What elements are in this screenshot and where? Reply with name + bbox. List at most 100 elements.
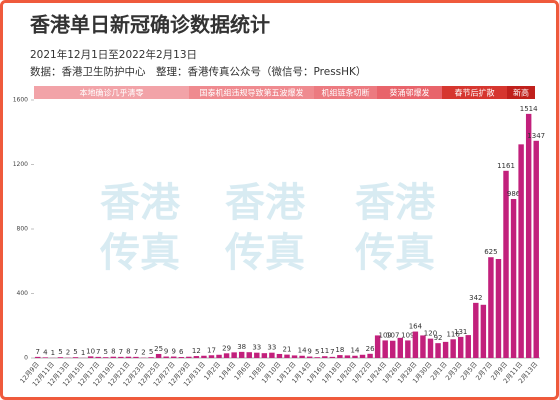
chart-title: 香港单日新冠确诊数据统计 (30, 13, 270, 37)
bar (435, 343, 441, 358)
value-label: 1347 (527, 132, 545, 140)
watermark: 传真 (354, 230, 435, 276)
bar (216, 354, 222, 358)
bar (397, 337, 404, 358)
value-label: 1 (51, 349, 55, 357)
bar (193, 356, 200, 358)
bar (510, 199, 517, 358)
bar (359, 354, 366, 358)
value-label: 116 (446, 330, 460, 338)
bar (276, 353, 283, 358)
bar (465, 335, 471, 358)
bar (155, 353, 162, 358)
bar (299, 355, 305, 358)
chart-subtitle: 2021年12月1日至2022年2月13日 (30, 48, 197, 61)
bar (495, 258, 502, 358)
value-label: 18 (335, 346, 344, 354)
value-label: 25 (154, 345, 163, 353)
bar (87, 356, 94, 358)
bar (427, 338, 434, 358)
bar (314, 357, 320, 358)
phase-band (34, 86, 189, 99)
value-label: 1 (81, 349, 85, 357)
phase-label: 葵涌邨爆发 (390, 88, 430, 98)
bar (231, 352, 237, 358)
bar (178, 357, 184, 358)
value-label: 107 (386, 332, 399, 340)
value-label: 92 (434, 334, 443, 342)
y-tick-label: 1200 (13, 161, 28, 168)
bar (72, 357, 79, 358)
bar (291, 355, 298, 358)
bar (148, 357, 154, 358)
bar (420, 335, 426, 358)
bar (442, 341, 449, 358)
phase-band (377, 86, 442, 99)
bar (344, 355, 351, 358)
bar (374, 335, 381, 358)
phase-band (189, 86, 314, 99)
value-label: 625 (484, 248, 497, 256)
value-label: 26 (366, 345, 375, 353)
value-label: 8 (111, 348, 115, 356)
value-label: 5 (73, 348, 77, 356)
bar (405, 340, 411, 358)
bar (103, 357, 109, 358)
watermark: 香港 (100, 180, 181, 226)
value-label: 5 (104, 348, 108, 356)
value-label: 120 (424, 330, 437, 338)
bar (254, 352, 260, 358)
phase-label: 国泰机组违规导致第五波爆发 (200, 88, 304, 98)
value-label: 7 (96, 348, 100, 356)
bar (390, 340, 396, 358)
bar (503, 170, 509, 358)
bar (163, 356, 169, 358)
value-label: 1161 (497, 162, 515, 170)
value-label: 33 (252, 344, 261, 352)
bar (457, 336, 464, 358)
value-label: 7 (119, 348, 123, 356)
value-label: 14 (298, 347, 307, 355)
bar (284, 354, 290, 358)
bar (42, 357, 49, 358)
value-label: 33 (267, 344, 276, 352)
value-label: 7 (36, 348, 40, 356)
bar (480, 304, 487, 358)
bar (382, 340, 388, 358)
value-label: 9 (307, 348, 311, 356)
bar (223, 353, 230, 358)
phase-label: 机组链条切断 (322, 88, 370, 98)
bar (533, 140, 539, 358)
bar (518, 144, 524, 358)
value-label: 2 (66, 349, 70, 357)
bar (329, 356, 336, 358)
watermark: 传真 (224, 230, 305, 276)
y-tick-label: 1600 (13, 97, 28, 104)
value-label: 5 (315, 348, 319, 356)
phase-label: 春节后扩散 (455, 88, 495, 98)
value-label: 131 (454, 328, 467, 336)
watermark: 传真 (99, 230, 180, 276)
bar (525, 113, 532, 359)
bar (118, 356, 124, 358)
value-label: 164 (409, 323, 423, 331)
y-tick-label: 800 (17, 226, 29, 233)
y-tick-label: 400 (17, 290, 29, 297)
bar (306, 356, 313, 358)
value-label: 38 (237, 343, 246, 351)
bar (367, 353, 373, 358)
value-label: 5 (149, 348, 153, 356)
phase-band (507, 86, 535, 99)
bar (246, 352, 252, 358)
bar (133, 356, 139, 358)
value-label: 7 (330, 348, 334, 356)
value-label: 29 (222, 344, 231, 352)
value-label: 109 (378, 331, 391, 339)
bar (170, 356, 177, 358)
value-label: 10 (86, 347, 95, 355)
bar (322, 356, 328, 358)
value-label: 9 (164, 348, 168, 356)
bar (208, 355, 215, 358)
bar (450, 339, 456, 358)
